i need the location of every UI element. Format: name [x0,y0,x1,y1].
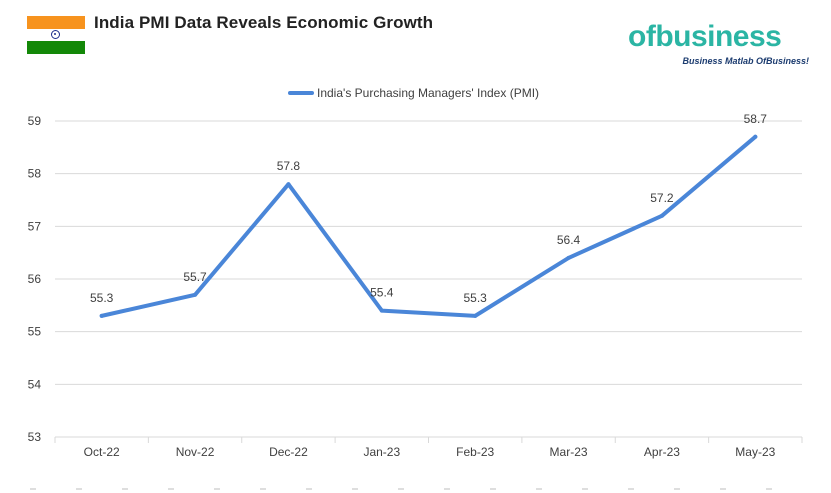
logo-wordmark: ofbusiness [628,20,782,53]
data-point-May-23 [753,134,758,139]
data-point-Dec-22 [286,182,291,187]
data-point-Feb-23 [473,313,478,318]
x-tick-label-Apr-23: Apr-23 [644,445,680,459]
x-tick-label-Dec-22: Dec-22 [269,445,308,459]
data-label-Dec-22: 57.8 [277,159,301,173]
data-label-Mar-23: 56.4 [557,233,581,247]
y-tick-label-58: 58 [28,167,42,181]
ofbusiness-logo: ofbusiness Business Matlab OfBusiness! [628,12,813,72]
y-tick-label-56: 56 [28,272,42,286]
data-point-Apr-23 [659,213,664,218]
logo-tagline: Business Matlab OfBusiness! [682,56,809,66]
series-line-pmi [99,134,758,318]
data-point-Oct-22 [99,313,104,318]
x-tick-label-Nov-22: Nov-22 [176,445,215,459]
data-label-Oct-22: 55.3 [90,291,114,305]
data-label-Jan-23: 55.4 [370,286,394,300]
x-tick-label-Mar-23: Mar-23 [550,445,588,459]
y-tick-label-53: 53 [28,430,42,444]
data-label-Feb-23: 55.3 [464,291,488,305]
y-tick-label-54: 54 [28,377,42,391]
page-title: India PMI Data Reveals Economic Growth [94,13,434,32]
data-point-Jan-23 [379,308,384,313]
x-tick-label-Jan-23: Jan-23 [363,445,400,459]
data-point-Mar-23 [566,255,571,260]
x-tick-label-Feb-23: Feb-23 [456,445,494,459]
india-flag-icon [27,16,85,54]
chart-legend: India's Purchasing Managers' Index (PMI) [288,86,539,100]
data-label-Nov-22: 55.7 [183,270,207,284]
y-tick-label-57: 57 [28,219,42,233]
data-label-Apr-23: 57.2 [650,191,674,205]
decorative-divider [30,488,800,490]
ashoka-chakra-icon [51,29,60,39]
legend-label: India's Purchasing Managers' Index (PMI) [317,86,540,100]
y-tick-label-59: 59 [28,114,42,128]
x-tick-label-May-23: May-23 [735,445,775,459]
data-label-May-23: 58.7 [744,112,768,126]
header: India PMI Data Reveals Economic Growth [0,0,831,80]
data-point-Nov-22 [193,292,198,297]
legend-line-swatch [288,91,314,95]
x-tick-label-Oct-22: Oct-22 [84,445,120,459]
y-tick-label-55: 55 [28,325,42,339]
